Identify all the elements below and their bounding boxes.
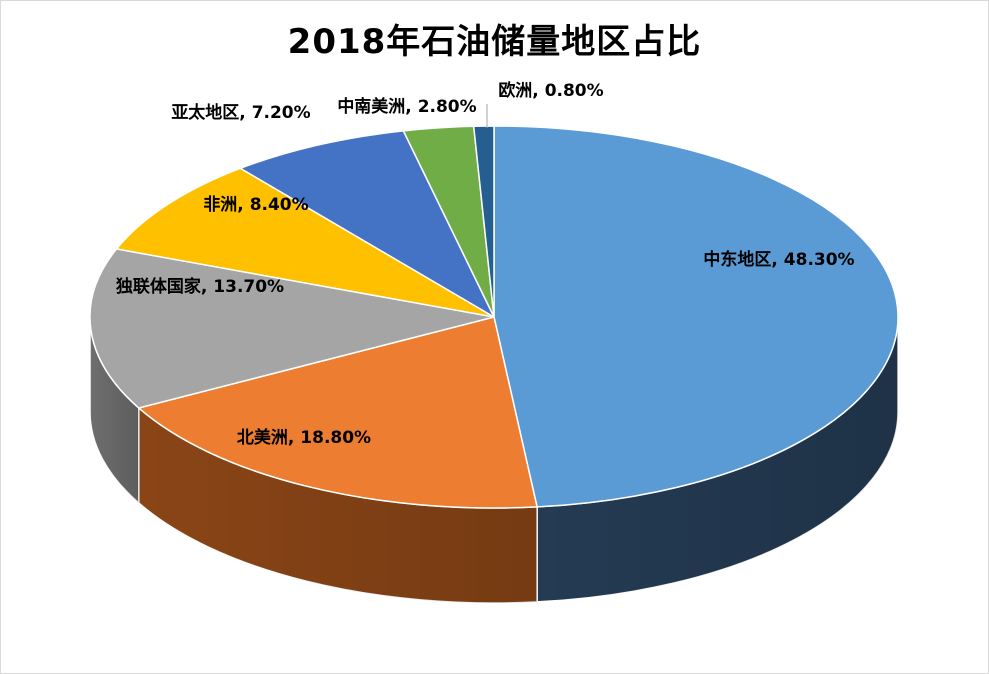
slice-1-label: 北美洲, 18.80% bbox=[237, 427, 371, 448]
slice-1-side-shade bbox=[138, 407, 538, 603]
slice-3-label: 非洲, 8.40% bbox=[203, 194, 308, 215]
slice-4-label: 亚太地区, 7.20% bbox=[171, 102, 310, 123]
slice-5-label: 中南美洲, 2.80% bbox=[337, 96, 476, 117]
slice-6-top bbox=[472, 125, 495, 318]
slice-6-label: 欧洲, 0.80% bbox=[498, 80, 603, 101]
slice-3-top bbox=[115, 167, 495, 318]
slice-4-top bbox=[239, 130, 495, 318]
slice-1-top bbox=[138, 316, 538, 509]
slice-2-side-shade bbox=[90, 317, 139, 503]
slice-0-side-shade bbox=[537, 317, 899, 602]
slice-2-label: 独联体国家, 13.70% bbox=[116, 276, 284, 297]
slice-0-top bbox=[493, 125, 899, 508]
chart-title: 2018年石油储量地区占比 bbox=[287, 22, 702, 62]
slice-0-label: 中东地区, 48.30% bbox=[703, 249, 854, 270]
slice-2-top bbox=[89, 248, 495, 409]
